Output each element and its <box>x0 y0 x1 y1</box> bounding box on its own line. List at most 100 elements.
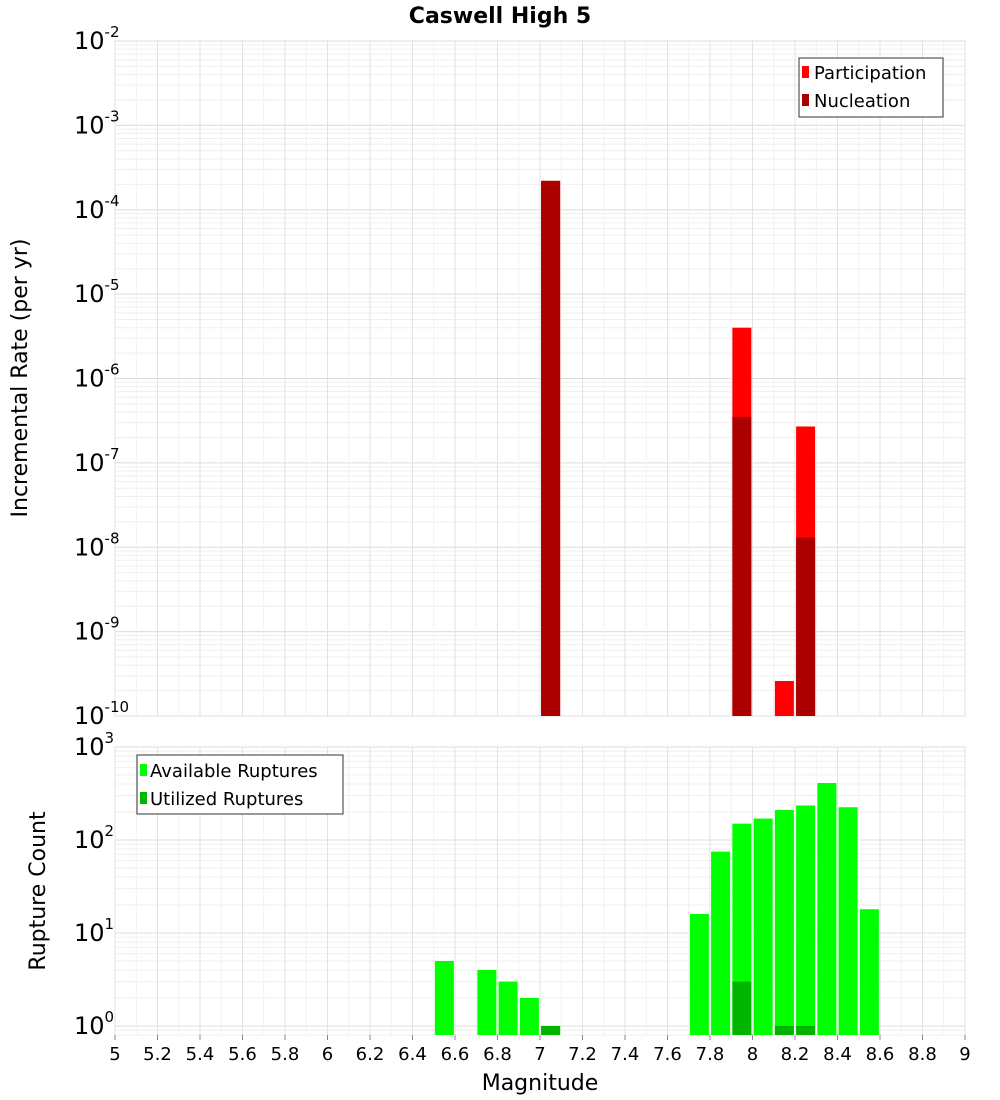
x-axis-label: Magnitude <box>482 1071 599 1096</box>
count-bar-available-ruptures <box>838 807 858 1035</box>
x-tick-label: 6.6 <box>441 1044 470 1065</box>
rate-y-tick-label: 10-10 <box>74 698 129 730</box>
x-tick-label: 6.4 <box>398 1044 427 1065</box>
x-tick-label: 8.2 <box>781 1044 810 1065</box>
x-tick-label: 8 <box>747 1044 758 1065</box>
legend-swatch-participation <box>802 66 809 78</box>
x-tick-label: 7.6 <box>653 1044 682 1065</box>
tick-base: 10 <box>74 733 105 761</box>
x-tick-label: 9 <box>959 1044 970 1065</box>
count-bar-available-ruptures <box>753 818 773 1035</box>
rate-y-tick-label: 10-7 <box>74 445 120 477</box>
rate-y-tick-label: 10-4 <box>74 192 120 224</box>
count-bar-available-ruptures <box>689 914 709 1035</box>
legend-label-participation: Participation <box>814 63 926 84</box>
x-tick-label: 5.6 <box>228 1044 257 1065</box>
x-tick-label: 8.4 <box>823 1044 852 1065</box>
tick-base: 10 <box>74 702 105 730</box>
count-bar-utilized-ruptures <box>732 981 752 1035</box>
count-y-tick-label: 103 <box>74 729 114 761</box>
tick-exponent: -4 <box>105 192 120 210</box>
count-legend: Available Ruptures Utilized Ruptures <box>136 754 344 815</box>
x-tick-label: 8.6 <box>866 1044 895 1065</box>
legend-label-nucleation: Nucleation <box>814 91 910 112</box>
x-tick-label: 6 <box>322 1044 333 1065</box>
tick-base: 10 <box>74 280 105 308</box>
rate-bar-participation <box>774 680 794 716</box>
legend-swatch-available <box>140 764 147 776</box>
tick-exponent: 0 <box>105 1008 115 1026</box>
rate-y-tick-label: 10-9 <box>74 614 120 646</box>
count-bar-utilized-ruptures <box>541 1025 561 1035</box>
tick-exponent: -3 <box>105 107 120 125</box>
count-bar-available-ruptures <box>498 981 518 1035</box>
count-bar-available-ruptures <box>519 997 539 1035</box>
count-y-tick-label: 101 <box>74 915 114 947</box>
rate-y-tick-label: 10-3 <box>74 107 120 139</box>
count-legend-box <box>136 754 344 815</box>
rate-y-tick-label: 10-2 <box>74 23 120 55</box>
count-bar-available-ruptures <box>434 960 454 1035</box>
rate-grid <box>114 40 966 717</box>
legend-label-available: Available Ruptures <box>150 761 318 782</box>
count-bar-available-ruptures <box>711 851 731 1035</box>
tick-base: 10 <box>74 1012 105 1040</box>
legend-label-utilized: Utilized Ruptures <box>150 789 303 810</box>
tick-base: 10 <box>74 196 105 224</box>
tick-base: 10 <box>74 826 105 854</box>
count-bar-available-ruptures <box>796 805 816 1035</box>
x-tick-label: 7 <box>534 1044 545 1065</box>
tick-exponent: -10 <box>105 698 130 716</box>
x-tick-label: 7.2 <box>568 1044 597 1065</box>
tick-base: 10 <box>74 111 105 139</box>
rate-bar-nucleation <box>541 180 561 716</box>
x-tick-label: 5.8 <box>271 1044 300 1065</box>
rate-plot: 10-210-310-410-510-610-710-810-910-10 In… <box>8 23 966 730</box>
count-bar-available-ruptures <box>774 810 794 1035</box>
tick-base: 10 <box>74 365 105 393</box>
legend-swatch-nucleation <box>802 94 809 106</box>
x-tick-label: 5.2 <box>143 1044 172 1065</box>
rate-bar-nucleation <box>732 416 752 716</box>
rate-y-axis-label: Incremental Rate (per yr) <box>8 239 33 518</box>
tick-exponent: -6 <box>105 361 120 379</box>
tick-exponent: -2 <box>105 23 120 41</box>
count-bar-available-ruptures <box>859 909 879 1035</box>
legend-swatch-utilized <box>140 792 147 804</box>
x-tick-label: 7.4 <box>611 1044 640 1065</box>
x-tick-label: 8.8 <box>908 1044 937 1065</box>
rate-bars <box>541 180 816 716</box>
count-bar-available-ruptures <box>817 783 837 1035</box>
tick-exponent: -7 <box>105 445 120 463</box>
tick-base: 10 <box>74 533 105 561</box>
rate-y-tick-label: 10-5 <box>74 276 120 308</box>
count-bar-available-ruptures <box>477 969 497 1035</box>
count-y-axis-label: Rupture Count <box>26 811 51 971</box>
tick-exponent: 2 <box>105 822 115 840</box>
rate-y-tick-label: 10-6 <box>74 361 120 393</box>
tick-exponent: -9 <box>105 614 120 632</box>
magnitude-x-ticks: 5 5.2 5.4 5.6 5.8 6 6.2 6.4 6.6 6.8 7 7.2 7.4 7.6 7.8 8… <box>109 1035 971 1065</box>
count-bars <box>434 783 879 1035</box>
count-bar-utilized-ruptures <box>774 1025 794 1035</box>
x-tick-label: 7.8 <box>696 1044 725 1065</box>
chart-title: Caswell High 5 <box>409 4 591 29</box>
count-bar-utilized-ruptures <box>796 1025 816 1035</box>
tick-exponent: 1 <box>105 915 115 933</box>
rate-y-ticks: 10-210-310-410-510-610-710-810-910-10 <box>74 23 129 730</box>
count-y-tick-label: 100 <box>74 1008 114 1040</box>
tick-exponent: 3 <box>105 729 115 747</box>
tick-base: 10 <box>74 27 105 55</box>
tick-base: 10 <box>74 618 105 646</box>
x-tick-label: 6.8 <box>483 1044 512 1065</box>
rate-legend: Participation Nucleation <box>798 57 944 118</box>
x-tick-label: 6.2 <box>356 1044 385 1065</box>
x-tick-label: 5.4 <box>186 1044 215 1065</box>
rate-legend-box <box>798 57 944 118</box>
count-y-tick-label: 102 <box>74 822 114 854</box>
tick-base: 10 <box>74 449 105 477</box>
x-tick-label: 5 <box>109 1044 120 1065</box>
